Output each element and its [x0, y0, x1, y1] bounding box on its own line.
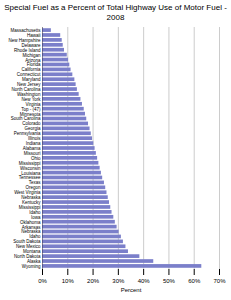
svg-text:Nebraska: Nebraska [21, 229, 41, 235]
svg-text:Mississippi: Mississippi [18, 160, 41, 166]
svg-text:30%: 30% [112, 278, 125, 284]
svg-text:Mississippi: Mississippi [18, 205, 41, 211]
svg-text:Wisconsin: Wisconsin [20, 165, 41, 171]
svg-text:40%: 40% [138, 278, 151, 284]
svg-text:Michigan: Michigan [22, 52, 41, 58]
svg-text:Missouri: Missouri [23, 151, 41, 156]
svg-text:Illinois: Illinois [28, 136, 41, 142]
svg-text:60%: 60% [188, 278, 201, 284]
svg-text:Idaho: Idaho [29, 210, 41, 215]
svg-text:Top - (47): Top - (47) [21, 106, 41, 112]
svg-text:10%: 10% [62, 278, 75, 284]
html-text:Special Fuel as a Percent of T: Special Fuel as a Percent of Total Highw… [4, 3, 227, 22]
svg-text:Oregon: Oregon [25, 185, 41, 191]
svg-text:Nebraska: Nebraska [21, 195, 41, 201]
svg-text:Rhode Island: Rhode Island [14, 47, 41, 53]
svg-text:Colorado: Colorado [22, 121, 41, 127]
svg-text:Georgia: Georgia [24, 126, 41, 132]
svg-text:Pennsylvania: Pennsylvania [13, 131, 41, 137]
svg-text:Idaho: Idaho [29, 234, 41, 240]
svg-text:Arkansas: Arkansas [21, 224, 41, 230]
svg-text:Virginia: Virginia [25, 101, 41, 107]
svg-text:New Mexico: New Mexico [16, 244, 41, 250]
svg-text:Arizona: Arizona [25, 57, 41, 63]
svg-text:South Carolina: South Carolina [10, 116, 41, 122]
svg-text:0%: 0% [38, 278, 47, 284]
svg-text:South Dakota: South Dakota [13, 239, 41, 245]
svg-text:North Dakota: North Dakota [14, 254, 41, 260]
svg-text:Louisiana: Louisiana [21, 170, 41, 176]
svg-text:Texas: Texas [28, 180, 41, 186]
svg-text:Maryland: Maryland [22, 77, 41, 83]
svg-text:Montana: Montana [23, 249, 41, 255]
svg-text:Washington: Washington [16, 92, 41, 98]
svg-text:Alaska: Alaska [27, 259, 41, 265]
svg-text:50%: 50% [163, 278, 176, 284]
svg-text:New York: New York [21, 97, 41, 102]
svg-text:Alabama: Alabama [22, 146, 41, 152]
svg-text:Kentucky: Kentucky [22, 200, 41, 206]
svg-text:20%: 20% [87, 278, 100, 284]
svg-text:Iowa: Iowa [31, 214, 41, 220]
svg-text:Oklahoma: Oklahoma [20, 219, 41, 225]
svg-text:New Jersey: New Jersey [17, 82, 41, 88]
svg-text:California: California [21, 67, 41, 73]
svg-text:North Carolina: North Carolina [11, 87, 41, 93]
svg-text:Tennessee: Tennessee [18, 175, 41, 181]
svg-text:Hawaii: Hawaii [27, 33, 41, 39]
svg-text:Percent: Percent [121, 287, 142, 293]
svg-text:Wyoming: Wyoming [22, 264, 41, 269]
svg-text:Indiana: Indiana [25, 141, 41, 147]
svg-text:Delaware: Delaware [21, 42, 41, 48]
svg-text:Minnesota: Minnesota [19, 111, 41, 117]
svg-text:New Hampshire: New Hampshire [8, 38, 41, 43]
svg-text:West Virginia: West Virginia [14, 190, 41, 196]
svg-text:Ohio: Ohio [31, 156, 41, 161]
svg-text:Massachusetts: Massachusetts [10, 28, 41, 34]
svg-text:Florida: Florida [26, 62, 41, 68]
svg-text:Connecticut: Connecticut [16, 72, 41, 78]
svg-text:70%: 70% [213, 278, 226, 284]
